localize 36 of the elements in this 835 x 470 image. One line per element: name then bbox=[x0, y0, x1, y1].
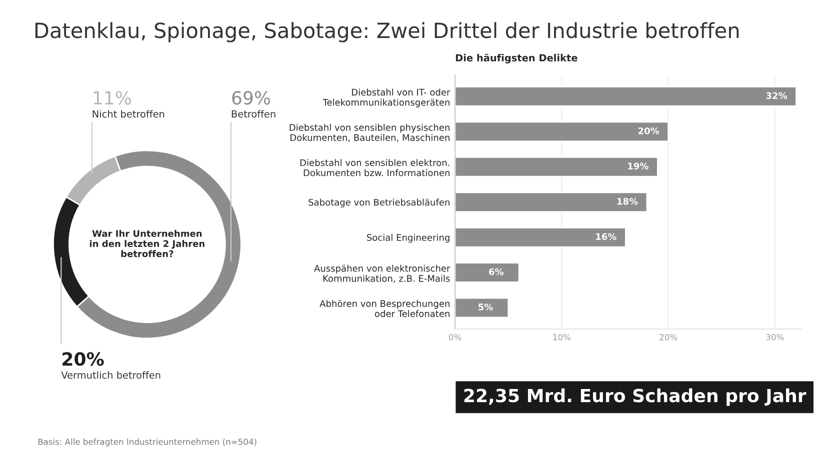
y-tick-label: Diebstahl von sensiblen physischen Dokumenten, Bauteilen, Maschinen bbox=[290, 124, 450, 142]
data-label: 20% bbox=[638, 127, 660, 134]
data-label: 20% bbox=[62, 352, 104, 366]
x-tick-label: 10% bbox=[553, 334, 570, 340]
y-tick-label: Social Engineering bbox=[367, 234, 450, 243]
text: War Ihr Unternehmen in den letzten 2 Jahren betroffen? bbox=[90, 230, 204, 258]
chart-title: Die häufigsten Delikte bbox=[456, 54, 578, 64]
data-label: 6% bbox=[489, 268, 504, 276]
y-tick-label: Ausspähen von elektronischer Kommunikation, z.B. E-Mails bbox=[314, 264, 450, 283]
slice-label: Vermutlich betroffen bbox=[61, 371, 160, 379]
bar bbox=[455, 156, 658, 178]
data-label: 18% bbox=[617, 198, 638, 205]
bar bbox=[455, 121, 670, 142]
text: 22,35 Mrd. Euro Schaden pro Jahr bbox=[464, 388, 806, 406]
data-label: 32% bbox=[766, 92, 788, 100]
y-tick-label: Diebstahl von sensiblen elektron. Dokumenten bzw. Informationen bbox=[300, 159, 450, 176]
data-label: 11% bbox=[94, 91, 131, 105]
text: Basis: Alle befragten Industrieunternehmen (n=504) bbox=[38, 438, 256, 446]
text: Datenklau, Spionage, Sabotage: Zwei Drittel der Industrie betroffen bbox=[35, 22, 739, 42]
x-tick-label: 0% bbox=[449, 334, 462, 340]
bar bbox=[455, 297, 510, 318]
slice-label: Nicht betroffen bbox=[92, 110, 164, 118]
bar bbox=[455, 262, 520, 283]
data-label: 69% bbox=[232, 91, 270, 105]
data-label: 16% bbox=[596, 233, 616, 240]
bar bbox=[455, 86, 797, 107]
bar bbox=[455, 192, 648, 212]
x-tick-label: 20% bbox=[660, 334, 678, 340]
data-label: 5% bbox=[478, 304, 493, 310]
x-tick-label: 30% bbox=[766, 334, 784, 340]
bar bbox=[455, 226, 626, 248]
slice-label: Betroffen bbox=[232, 110, 276, 118]
y-tick-label: Diebstahl von IT- oder Telekommunikationsgeräten bbox=[322, 88, 450, 108]
y-tick-label: Sabotage von Betriebsabläufen bbox=[308, 198, 450, 208]
data-label: 19% bbox=[628, 162, 648, 170]
y-tick-label: Abhören von Besprechungen oder Telefonaten bbox=[320, 300, 450, 318]
